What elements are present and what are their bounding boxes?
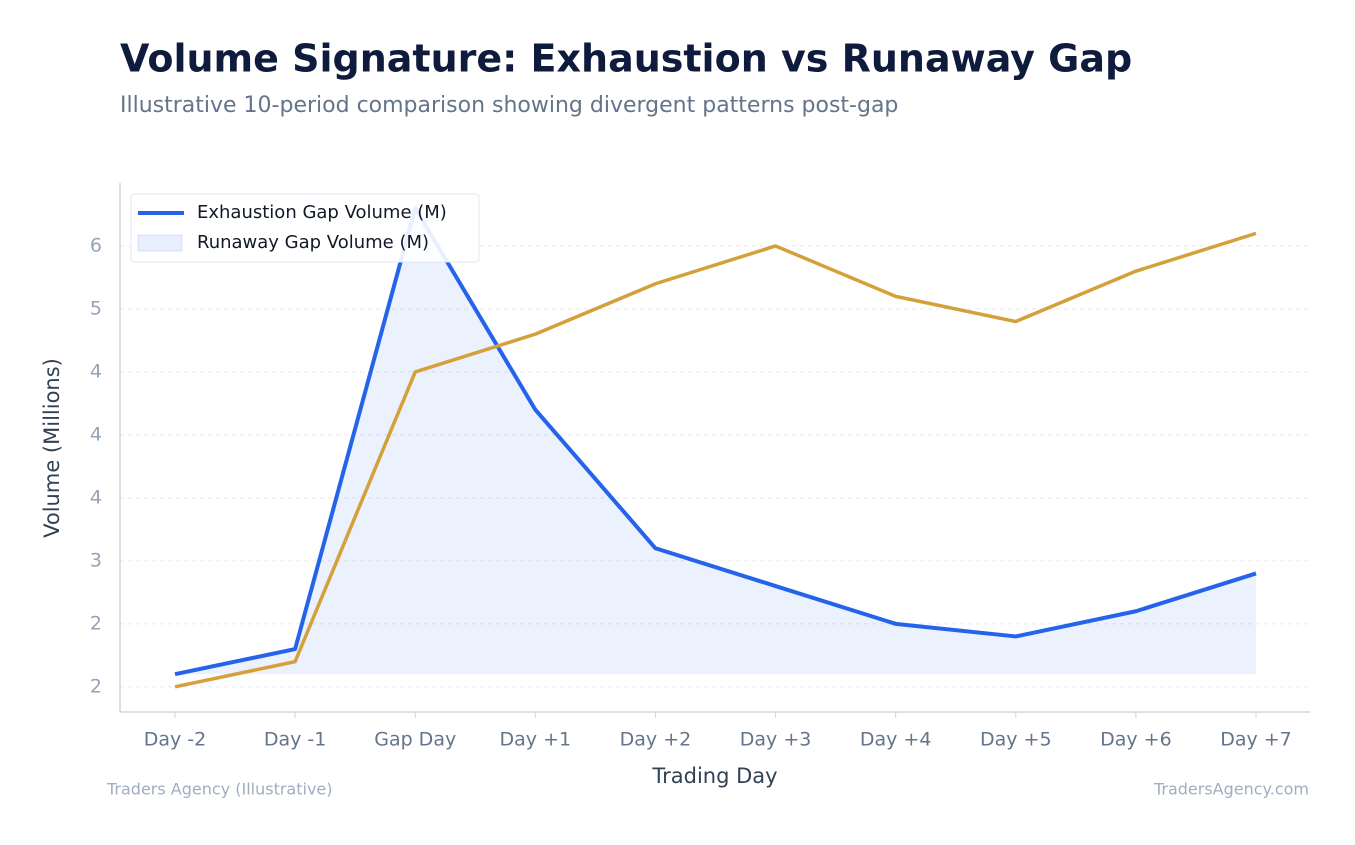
x-tick-label: Day +4 <box>860 729 932 751</box>
x-axis-label: Trading Day <box>651 764 777 788</box>
y-tick-label: 4 <box>90 423 102 445</box>
x-tick-label: Day +7 <box>1220 729 1292 751</box>
y-tick-label: 4 <box>90 360 102 382</box>
chart-subtitle: Illustrative 10-period comparison showin… <box>120 93 898 118</box>
x-tick-label: Gap Day <box>374 729 456 751</box>
series-line <box>174 206 1257 677</box>
x-tick-label: Day -2 <box>144 729 207 751</box>
footer-right: TradersAgency.com <box>1153 780 1309 799</box>
x-tick-label: Day +5 <box>980 729 1052 751</box>
y-tick-label: 2 <box>90 675 102 697</box>
footer-left: Traders Agency (Illustrative) <box>106 780 333 799</box>
y-axis-label: Volume (Millions) <box>40 358 64 538</box>
y-tick-label: 2 <box>90 612 102 634</box>
x-tick-label: Day +6 <box>1100 729 1172 751</box>
legend-label: Exhaustion Gap Volume (M) <box>197 202 447 223</box>
y-tick-label: 3 <box>90 549 102 571</box>
x-tick-label: Day +3 <box>740 729 812 751</box>
series-line <box>174 231 1257 689</box>
legend-swatch <box>137 234 183 252</box>
y-tick-label: 5 <box>90 297 102 319</box>
legend: Exhaustion Gap Volume (M) Runaway Gap Vol… <box>130 193 480 263</box>
x-tick-label: Day -1 <box>264 729 327 751</box>
y-tick-label: 4 <box>90 486 102 508</box>
chart-title: Volume Signature: Exhaustion vs Runaway … <box>120 37 1132 81</box>
x-tick-label: Day +1 <box>500 729 572 751</box>
legend-box <box>130 193 480 263</box>
x-tick-label: Day +2 <box>620 729 692 751</box>
legend-label: Runaway Gap Volume (M) <box>197 232 429 253</box>
y-tick-label: 6 <box>90 234 102 256</box>
series-area <box>175 208 1256 675</box>
